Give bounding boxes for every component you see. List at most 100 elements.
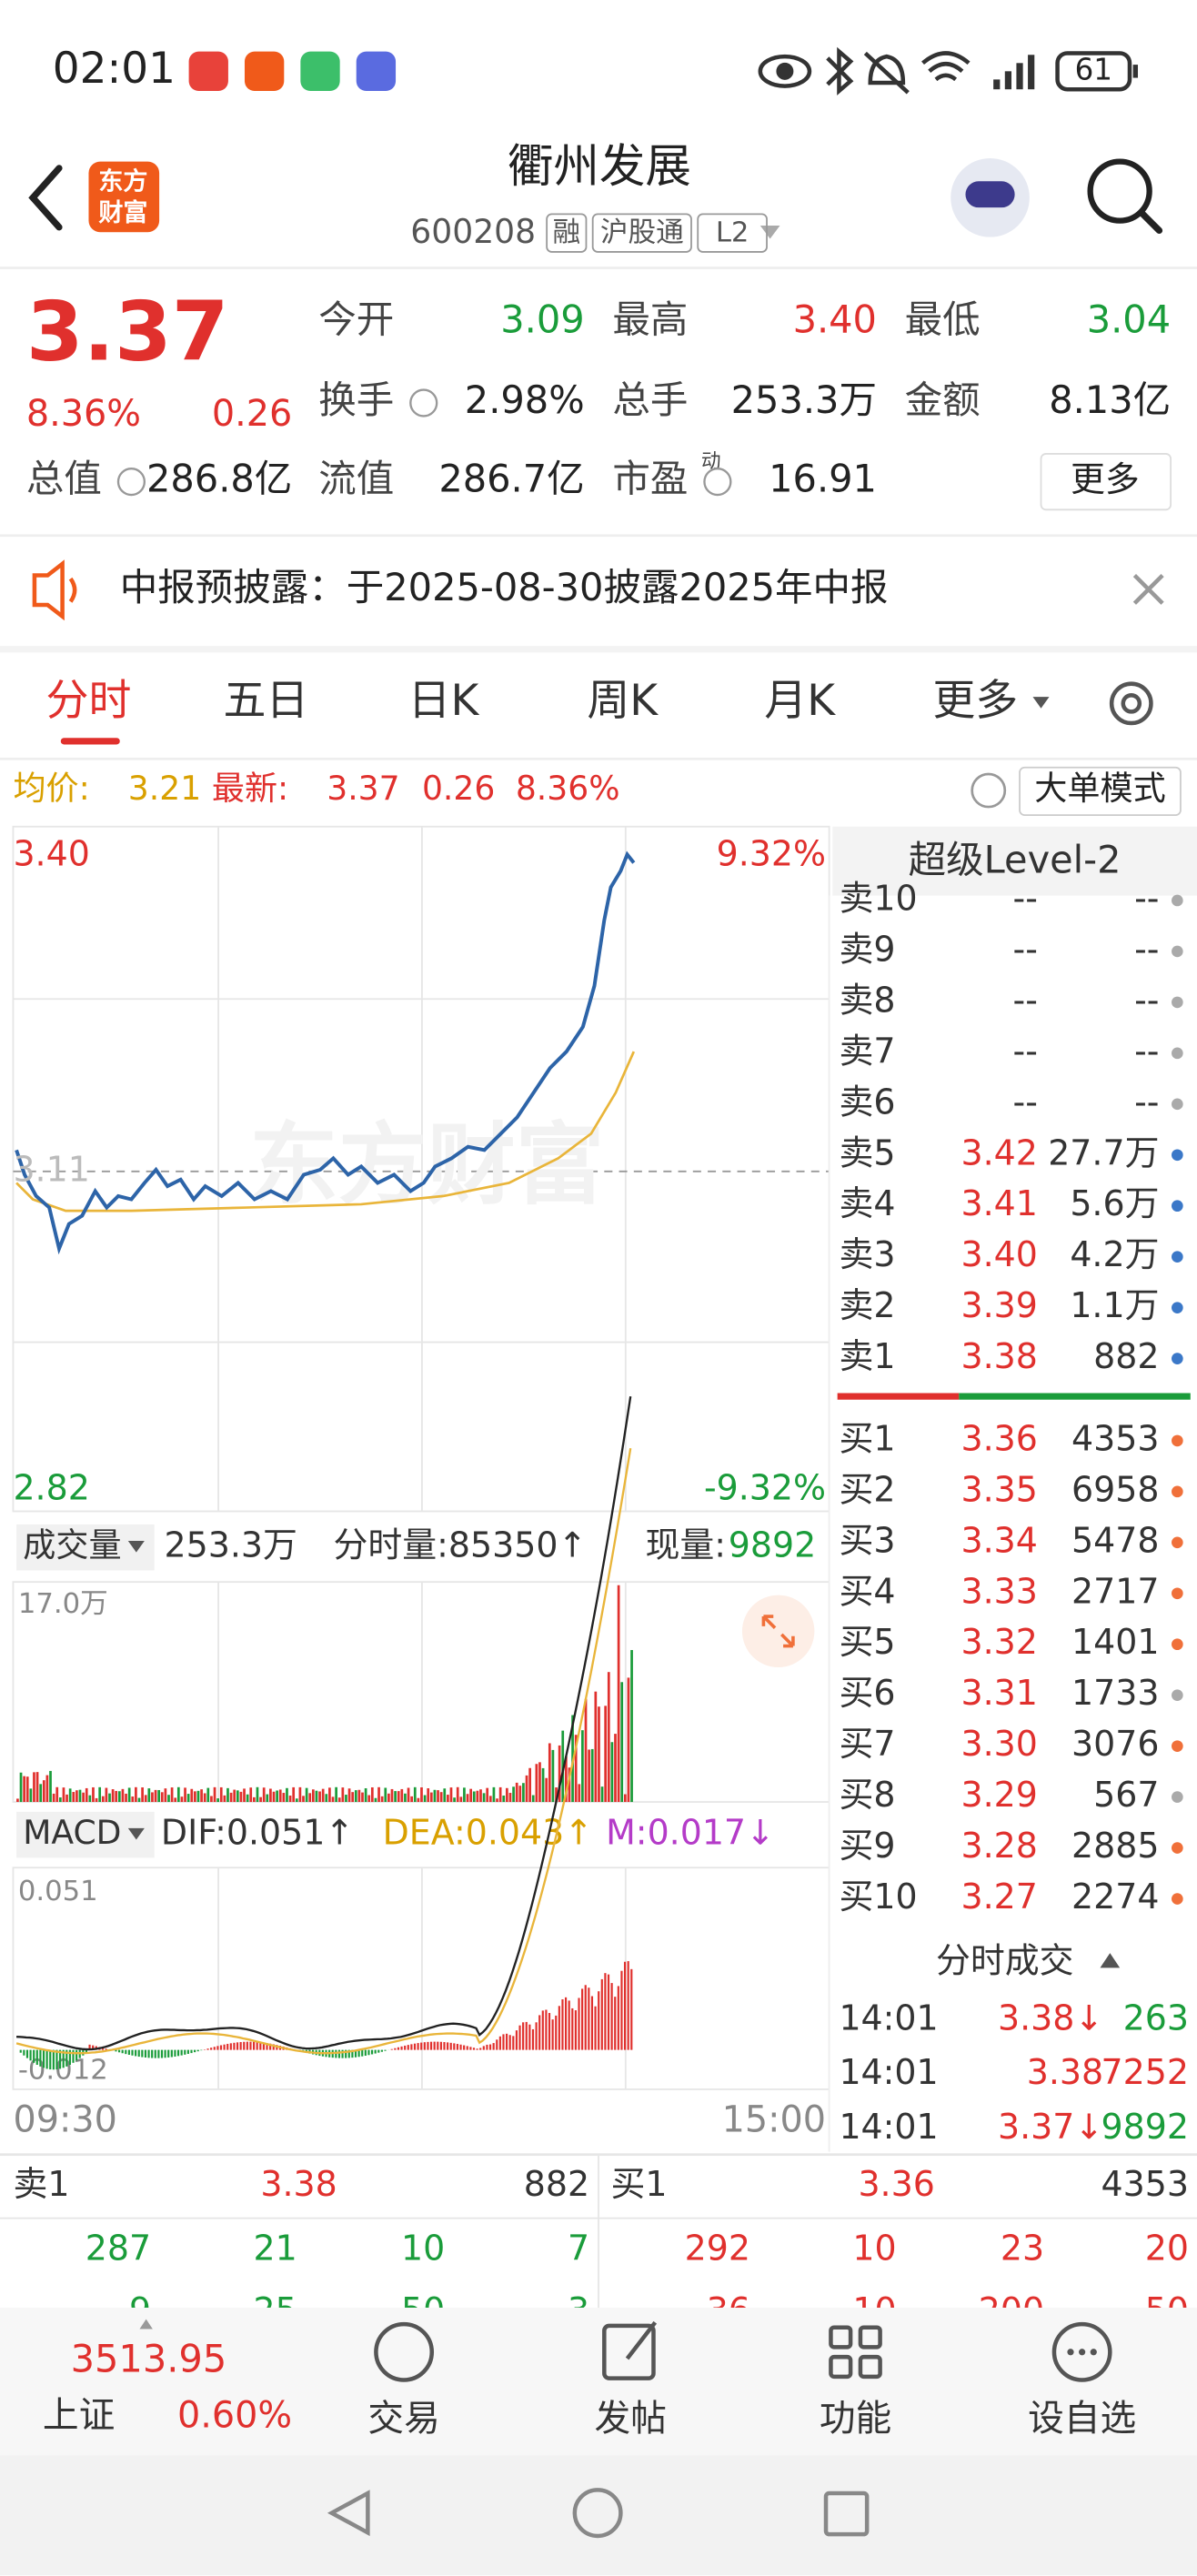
volume-bar: [614, 1734, 617, 1803]
macd-bar: [167, 2049, 170, 2058]
volume-bar: [111, 1789, 115, 1803]
macd-bar: [239, 2041, 242, 2050]
book-price: 3.33: [961, 1571, 1038, 1611]
search-handle: [1138, 208, 1163, 235]
book-volume: 1401: [1071, 1622, 1159, 1662]
macd-bar: [243, 2041, 246, 2050]
tab: 周K: [587, 676, 659, 726]
macd-bar: [607, 1974, 610, 2050]
nav-recent[interactable]: [823, 2490, 870, 2537]
book-volume: --: [1134, 1082, 1159, 1122]
search-button[interactable]: [1087, 158, 1152, 224]
volume-bar: [68, 1788, 72, 1803]
macd-bar: [101, 2048, 105, 2050]
divider: [0, 2153, 1197, 2157]
volume-bar: [335, 1786, 337, 1803]
more-button[interactable]: [1040, 453, 1172, 511]
macd-bar: [469, 2047, 472, 2050]
macd-bar: [370, 2049, 374, 2055]
back-button[interactable]: [28, 165, 63, 231]
info-last-label: 最新:: [212, 769, 288, 808]
volume-bar: [213, 1786, 216, 1803]
macd-bar: [535, 2022, 538, 2050]
volume-bar: [137, 1797, 141, 1803]
macd-bar: [335, 2049, 337, 2058]
volume-bar: [98, 1786, 102, 1803]
book-volume: 1.1万: [1070, 1285, 1159, 1325]
watermark: 东方财富: [249, 1114, 604, 1217]
volume-bar: [502, 1796, 506, 1803]
macd-bar: [249, 2041, 252, 2050]
volume-bar: [203, 1793, 206, 1803]
volume-bar: [233, 1789, 236, 1803]
volume-bar: [361, 1792, 364, 1803]
book-volume: --: [1134, 1031, 1159, 1071]
macd-bar: [259, 2042, 262, 2050]
volume-bar: [581, 1730, 584, 1803]
field-label: 换手: [318, 377, 394, 422]
macd-bar: [121, 2049, 124, 2054]
volume-bar: [384, 1787, 387, 1803]
volume-bar: [52, 1793, 55, 1803]
volume-bar: [420, 1786, 423, 1803]
nav-item[interactable]: 交易: [367, 2398, 439, 2440]
axis-label: 17.0万: [18, 1588, 108, 1620]
book-volume: --: [1134, 929, 1159, 969]
macd-bar: [206, 2048, 209, 2050]
nav-back[interactable]: [327, 2490, 370, 2537]
active-tab-underline: [60, 738, 120, 745]
nav-home[interactable]: [572, 2488, 623, 2539]
logo-text: 财富: [98, 198, 147, 227]
volume-bar: [157, 1789, 161, 1803]
volume-bar: [443, 1788, 447, 1803]
nav-item[interactable]: 发帖: [594, 2398, 666, 2440]
tab: 月K: [764, 676, 836, 726]
macd-bar: [29, 2049, 32, 2061]
macd-dea: DEA:0.043↑: [383, 1813, 593, 1853]
book-volume: 3076: [1071, 1724, 1159, 1764]
volume-bar: [65, 1794, 68, 1803]
volume-bar: [463, 1787, 466, 1803]
volume-bar: [429, 1792, 433, 1803]
macd-bar: [413, 2043, 417, 2050]
settings-button[interactable]: [1109, 681, 1153, 726]
volume-now: 9892: [729, 1525, 816, 1565]
macd-bar: [72, 2049, 75, 2063]
volume-bar: [108, 1793, 111, 1803]
macd-bar: [42, 2049, 45, 2068]
book-price: 3.41: [961, 1183, 1038, 1223]
nav-item[interactable]: 功能: [820, 2398, 891, 2440]
book-volume: 2274: [1071, 1877, 1159, 1917]
up-arrow: [1100, 1953, 1121, 1968]
macd-bar: [423, 2042, 426, 2050]
expand-button[interactable]: [741, 1595, 815, 1668]
macd-bar: [144, 2049, 147, 2058]
volume-bar: [305, 1787, 308, 1803]
close-notice[interactable]: [1132, 573, 1164, 605]
volume-bar: [469, 1788, 472, 1803]
mode-button[interactable]: [1019, 766, 1182, 817]
macd-bar: [449, 2042, 452, 2050]
volume-bar: [292, 1786, 296, 1803]
volume-bar: [269, 1788, 272, 1803]
volume-selector[interactable]: [16, 1524, 155, 1571]
axis-label: 0.051: [18, 1876, 98, 1907]
help-icon[interactable]: [971, 772, 1007, 809]
volume-bar: [604, 1706, 608, 1803]
volume-bar: [194, 1791, 196, 1803]
volume-bar: [16, 1798, 19, 1803]
macd-bar: [65, 2049, 68, 2067]
macd-m: M:0.017↓: [606, 1813, 775, 1853]
buy-bar: [959, 1393, 1191, 1400]
table-cell: 50: [401, 2290, 445, 2330]
app-icon: [244, 51, 285, 91]
volume-total: 253.3万: [165, 1525, 297, 1565]
volume-bar: [337, 1797, 341, 1803]
nav-item[interactable]: 设自选: [1028, 2398, 1136, 2440]
book-label: 卖1: [839, 1336, 895, 1376]
stock-name: 衢州发展: [508, 139, 691, 193]
macd-selector[interactable]: [16, 1811, 155, 1858]
macd-bar: [531, 2028, 535, 2050]
field-value: 3.04: [1087, 297, 1171, 342]
table-volume: 882: [524, 2164, 589, 2204]
